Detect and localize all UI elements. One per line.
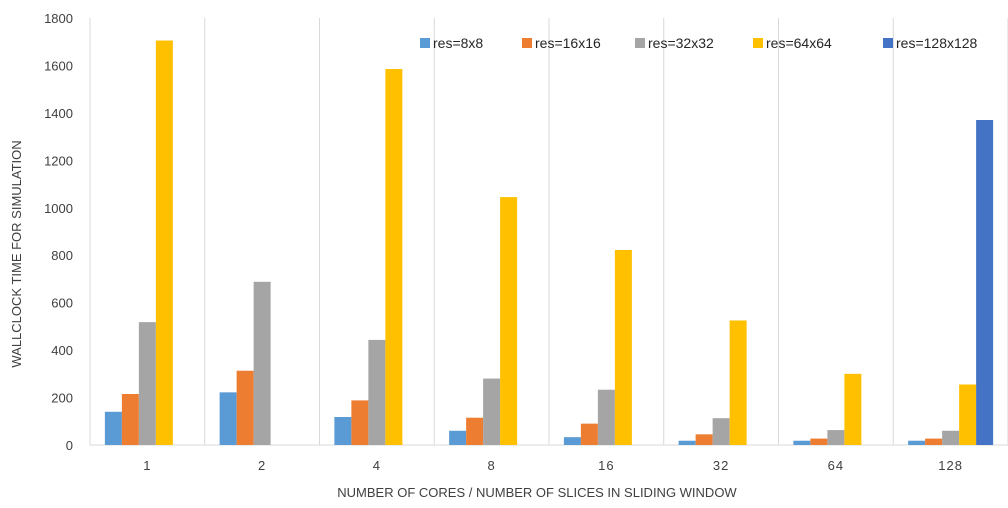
legend-swatch — [522, 38, 532, 48]
x-tick-label: 16 — [598, 458, 614, 473]
y-tick-label: 1200 — [44, 153, 73, 168]
legend: res=8x8 res=16x16 res=32x32 res=64x64 res=12… — [420, 35, 978, 51]
x-tick-label: 64 — [828, 458, 844, 473]
legend-swatch — [753, 38, 763, 48]
y-tick-label: 1800 — [44, 11, 73, 26]
bar — [563, 437, 581, 445]
bar — [121, 393, 139, 445]
bar — [483, 378, 501, 445]
bar — [729, 320, 747, 445]
bar — [368, 339, 386, 445]
bars-layer — [104, 40, 994, 446]
y-axis-ticks: 0 200 400 600 800 1000 1200 1400 1600 1800 — [44, 11, 73, 453]
bar — [827, 430, 845, 445]
x-axis-title: NUMBER OF CORES / NUMBER OF SLICES IN SL… — [337, 485, 737, 500]
bar — [385, 69, 403, 445]
bar — [253, 281, 271, 445]
legend-label: res=8x8 — [433, 35, 483, 51]
bar — [236, 370, 254, 445]
bar — [466, 417, 484, 445]
bar — [449, 430, 467, 445]
x-tick-label: 2 — [258, 458, 266, 473]
y-tick-label: 0 — [66, 438, 73, 453]
y-tick-label: 1400 — [44, 106, 73, 121]
y-axis-title: WALLCLOCK TIME FOR SIMULATION — [9, 140, 24, 367]
bar — [942, 430, 960, 445]
bar — [695, 434, 713, 445]
bar — [959, 384, 977, 445]
bar — [793, 440, 811, 445]
bar — [925, 438, 943, 445]
bar — [138, 322, 156, 445]
bar — [614, 250, 632, 445]
bar — [810, 438, 828, 445]
grid-layer — [89, 18, 1008, 446]
y-tick-label: 1600 — [44, 58, 73, 73]
bar — [580, 423, 598, 445]
legend-swatch — [635, 38, 645, 48]
legend-label: res=16x16 — [535, 35, 601, 51]
y-tick-label: 200 — [51, 391, 73, 406]
legend-swatch — [420, 38, 430, 48]
bar — [155, 40, 173, 446]
x-tick-label: 128 — [938, 458, 963, 473]
bar — [597, 389, 615, 445]
legend-swatch — [883, 38, 893, 48]
bar — [351, 400, 369, 445]
bar — [678, 440, 696, 445]
y-tick-label: 1000 — [44, 201, 73, 216]
bar — [500, 197, 518, 445]
bar — [104, 411, 122, 445]
legend-label: res=64x64 — [766, 35, 832, 51]
x-tick-label: 1 — [143, 458, 151, 473]
x-axis-ticks: 1 2 4 8 16 32 64 128 — [143, 458, 963, 473]
bar — [844, 373, 862, 445]
bar — [712, 418, 730, 445]
bar — [334, 417, 352, 445]
y-tick-label: 400 — [51, 343, 73, 358]
bar — [908, 440, 926, 445]
bar — [976, 120, 994, 445]
bar — [219, 392, 237, 445]
y-tick-label: 600 — [51, 296, 73, 311]
y-tick-label: 800 — [51, 248, 73, 263]
legend-label: res=128x128 — [896, 35, 978, 51]
x-tick-label: 32 — [713, 458, 729, 473]
legend-label: res=32x32 — [648, 35, 714, 51]
x-tick-label: 8 — [488, 458, 496, 473]
x-tick-label: 4 — [373, 458, 381, 473]
